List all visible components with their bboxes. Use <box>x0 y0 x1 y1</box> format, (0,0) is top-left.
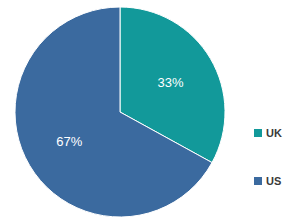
legend: UK US <box>254 127 282 187</box>
legend-label: UK <box>266 127 282 139</box>
slices <box>15 7 225 217</box>
chart-svg: 33% 67% UK US <box>0 0 300 224</box>
data-label: 67% <box>56 134 82 149</box>
chart-container: 33% 67% UK US <box>0 0 300 224</box>
legend-swatch <box>254 129 262 137</box>
data-label: 33% <box>158 75 184 90</box>
data-labels: 33% 67% <box>56 75 184 150</box>
pie-slice <box>15 7 212 217</box>
legend-label: US <box>266 175 281 187</box>
legend-swatch <box>254 177 262 185</box>
